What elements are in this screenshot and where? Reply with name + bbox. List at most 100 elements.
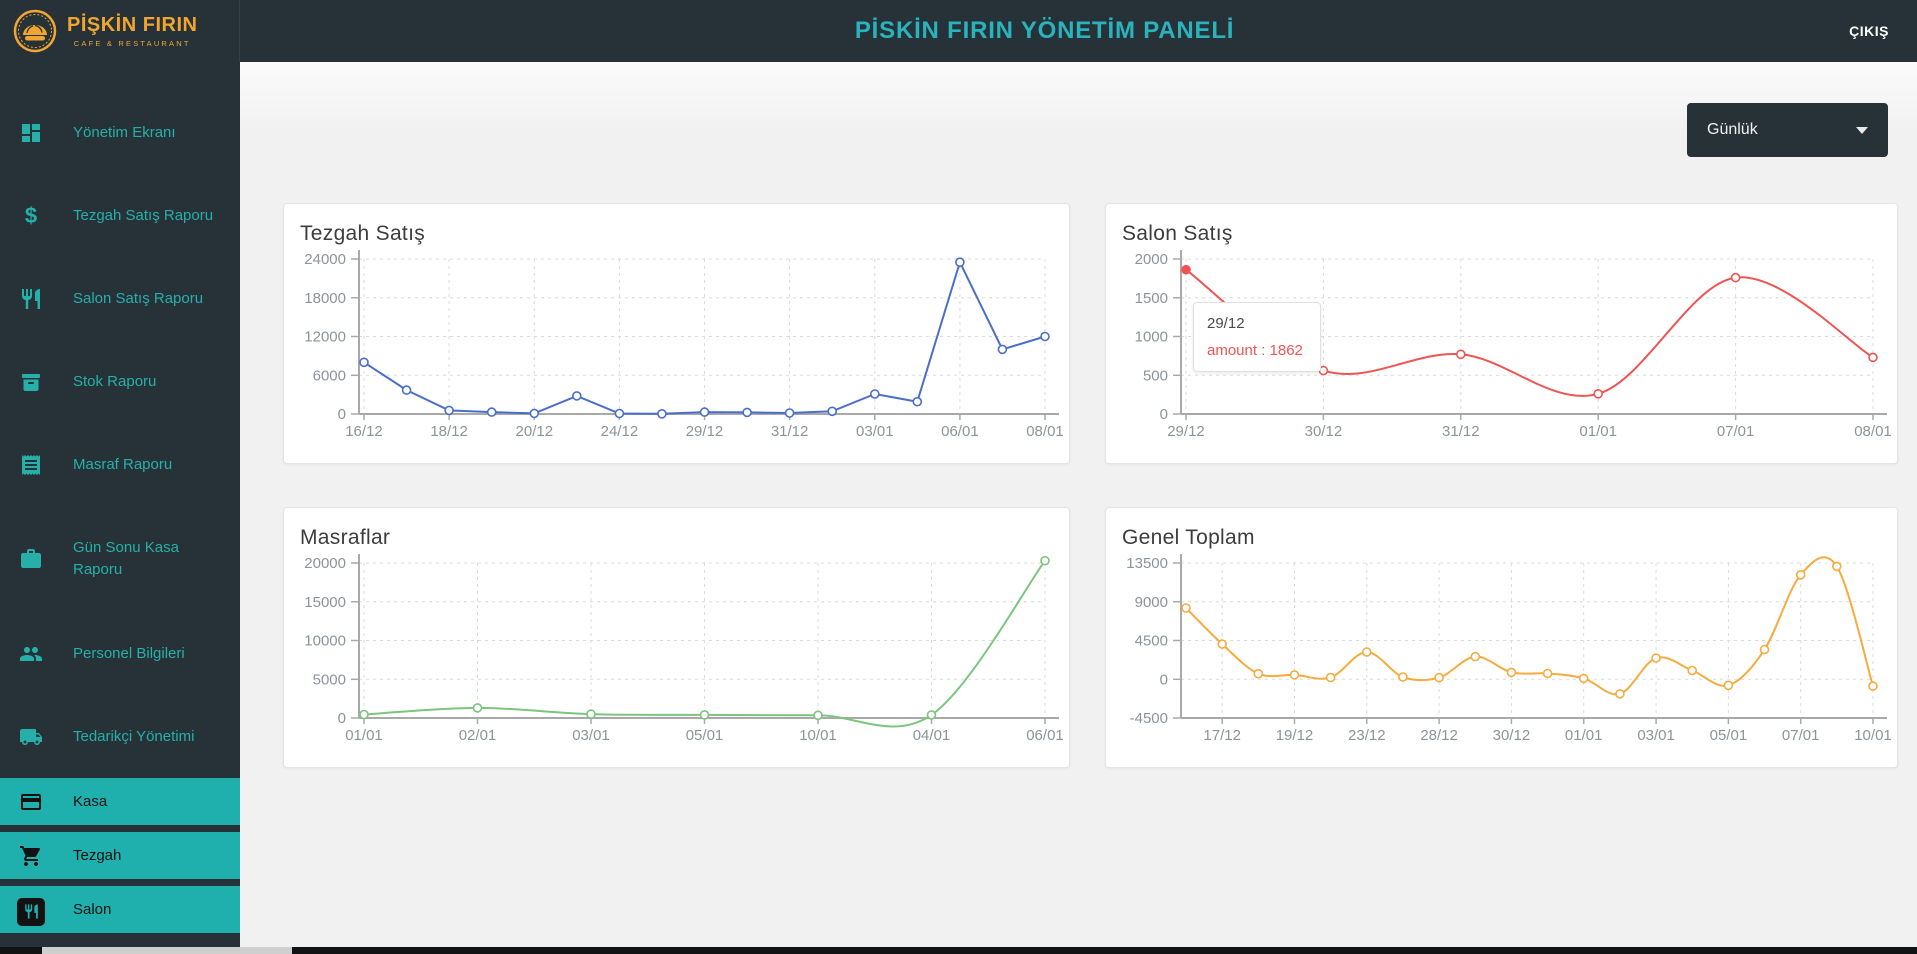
svg-text:0: 0 xyxy=(338,406,346,423)
sidebar-item-masraf-raporu[interactable]: Masraf Raporu xyxy=(0,423,240,506)
archive-box-icon xyxy=(19,370,43,394)
svg-text:02/01: 02/01 xyxy=(459,727,497,744)
sidebar-item-label: Kasa xyxy=(73,792,108,810)
svg-text:18000: 18000 xyxy=(304,290,346,307)
svg-text:23/12: 23/12 xyxy=(1348,727,1386,744)
svg-text:05/01: 05/01 xyxy=(686,727,724,744)
sidebar-item-label: Stok Raporu xyxy=(73,372,157,390)
tezgah-satis-line-chart[interactable]: 16/12 18/12 20/12 24/12 29/12 31/12 03/01 06/01… xyxy=(284,244,1069,454)
svg-text:03/01: 03/01 xyxy=(856,423,894,440)
svg-text:06/01: 06/01 xyxy=(1026,727,1064,744)
dashboard-icon xyxy=(19,121,43,145)
chart-card-genel-toplam: Genel Toplam 17/12 19/12 23/12 28/12 30/12 01… xyxy=(1105,507,1898,768)
svg-text:30/12: 30/12 xyxy=(1493,727,1531,744)
svg-text:24/12: 24/12 xyxy=(601,423,639,440)
svg-text:6000: 6000 xyxy=(313,367,346,384)
main-content: Günlük Tezgah Satış 16/12 18/12 20/12 24/12… xyxy=(240,62,1917,947)
sidebar-item-salon-satis-raporu[interactable]: Salon Satış Raporu xyxy=(0,257,240,340)
chevron-down-icon xyxy=(1856,126,1868,134)
sidebar-item-label: Tezgah Satış Raporu xyxy=(73,206,214,224)
brand-name: PİŞKİN FIRIN xyxy=(67,14,198,36)
svg-text:10/01: 10/01 xyxy=(799,727,837,744)
svg-text:1000: 1000 xyxy=(1135,329,1168,346)
svg-text:17/12: 17/12 xyxy=(1203,727,1241,744)
svg-text:0: 0 xyxy=(1160,406,1168,423)
sidebar-item-label: Yönetim Ekranı xyxy=(73,123,176,141)
svg-text:500: 500 xyxy=(1143,367,1168,384)
svg-text:10000: 10000 xyxy=(304,633,346,650)
brand-subtitle: CAFE & RESTAURANT xyxy=(73,39,191,48)
sidebar-item-salon[interactable]: Salon xyxy=(0,886,240,933)
masraflar-line-chart[interactable]: 01/01 02/01 03/01 05/01 10/01 04/01 06/01 0 5000… xyxy=(284,548,1069,758)
period-select-value: Günlük xyxy=(1707,121,1758,138)
app-header: PİŞKİN FIRIN CAFE & RESTAURANT PİSKİN FI… xyxy=(0,0,1917,62)
cart-icon xyxy=(19,844,43,868)
svg-text:24000: 24000 xyxy=(304,251,346,268)
sidebar-item-label: Masraf Raporu xyxy=(73,455,173,473)
horizontal-scrollbar[interactable] xyxy=(0,947,1917,954)
svg-text:28/12: 28/12 xyxy=(1420,727,1458,744)
svg-text:31/12: 31/12 xyxy=(771,423,809,440)
sidebar-item-label: Personel Bilgileri xyxy=(73,644,185,662)
svg-text:2000: 2000 xyxy=(1135,251,1168,268)
svg-text:01/01: 01/01 xyxy=(1579,423,1617,440)
svg-text:29/12: 29/12 xyxy=(686,423,724,440)
dollar-icon: $ xyxy=(19,204,43,228)
sidebar-item-tezgah-satis-raporu[interactable]: $ Tezgah Satış Raporu xyxy=(0,174,240,257)
svg-text:31/12: 31/12 xyxy=(1442,423,1480,440)
sidebar-item-stok-raporu[interactable]: Stok Raporu xyxy=(0,340,240,423)
svg-text:06/01: 06/01 xyxy=(941,423,979,440)
sidebar-item-label: Salon xyxy=(73,900,112,918)
sidebar-item-label: Tedarikçi Yönetimi xyxy=(73,727,195,745)
svg-text:15000: 15000 xyxy=(304,594,346,611)
sidebar-item-tezgah[interactable]: Tezgah xyxy=(0,832,240,879)
sidebar-item-kasa[interactable]: Kasa xyxy=(0,778,240,825)
logout-button[interactable]: ÇIKIŞ xyxy=(1849,23,1889,39)
svg-text:08/01: 08/01 xyxy=(1026,423,1064,440)
tooltip-amount: amount : 1862 xyxy=(1207,342,1303,359)
scrollbar-thumb[interactable] xyxy=(42,947,292,954)
sidebar-item-tedarikci-yonetimi[interactable]: Tedarikçi Yönetimi xyxy=(0,695,240,778)
svg-text:07/01: 07/01 xyxy=(1782,727,1820,744)
sidebar-item-gun-sonu-kasa-raporu[interactable]: Gün Sonu Kasa Raporu xyxy=(0,506,240,612)
cutlery-icon xyxy=(19,287,43,311)
restaurant-icon xyxy=(17,897,45,926)
svg-text:30/12: 30/12 xyxy=(1305,423,1343,440)
period-select[interactable]: Günlük xyxy=(1687,103,1888,157)
sidebar-item-yonetim-ekrani[interactable]: Yönetim Ekranı xyxy=(0,91,240,174)
svg-text:-4500: -4500 xyxy=(1130,710,1168,727)
svg-text:0: 0 xyxy=(1160,671,1168,688)
sidebar-item-label: Tezgah xyxy=(73,846,122,864)
people-icon xyxy=(19,642,43,666)
salon-satis-line-chart[interactable]: 29/12 30/12 31/12 01/01 07/01 08/01 0 500 1000 15… xyxy=(1106,244,1897,454)
svg-text:01/01: 01/01 xyxy=(1565,727,1603,744)
receipt-icon xyxy=(19,453,43,477)
chart-title: Tezgah Satış xyxy=(300,222,426,245)
svg-text:19/12: 19/12 xyxy=(1276,727,1314,744)
sidebar: Yönetim Ekranı $ Tezgah Satış Raporu Sal… xyxy=(0,62,240,947)
truck-icon xyxy=(19,725,43,749)
svg-text:9000: 9000 xyxy=(1135,594,1168,611)
svg-text:29/12: 29/12 xyxy=(1167,423,1205,440)
chart-card-tezgah-satis: Tezgah Satış 16/12 18/12 20/12 24/12 29/12 31… xyxy=(283,203,1070,464)
svg-text:5000: 5000 xyxy=(313,671,346,688)
sidebar-item-label: Gün Sonu Kasa Raporu xyxy=(73,539,179,578)
chart-title: Genel Toplam xyxy=(1122,526,1255,549)
brand-logo[interactable]: PİŞKİN FIRIN CAFE & RESTAURANT xyxy=(0,0,240,62)
genel-toplam-line-chart[interactable]: 17/12 19/12 23/12 28/12 30/12 01/01 03/01 05/01… xyxy=(1106,548,1897,758)
svg-text:12000: 12000 xyxy=(304,329,346,346)
svg-text:05/01: 05/01 xyxy=(1710,727,1748,744)
svg-text:03/01: 03/01 xyxy=(572,727,610,744)
page-title: PİSKİN FIRIN YÖNETİM PANELİ xyxy=(854,17,1235,44)
briefcase-icon xyxy=(19,547,43,571)
svg-text:$: $ xyxy=(25,204,37,228)
sidebar-item-personel-bilgileri[interactable]: Personel Bilgileri xyxy=(0,612,240,695)
svg-text:20000: 20000 xyxy=(304,555,346,572)
svg-text:13500: 13500 xyxy=(1126,555,1168,572)
svg-text:0: 0 xyxy=(338,710,346,727)
svg-text:03/01: 03/01 xyxy=(1637,727,1675,744)
svg-text:4500: 4500 xyxy=(1135,633,1168,650)
chart-card-masraflar: Masraflar 01/01 02/01 03/01 05/01 10/01 04/01… xyxy=(283,507,1070,768)
chart-title: Masraflar xyxy=(300,526,391,549)
sidebar-item-label: Salon Satış Raporu xyxy=(73,289,204,307)
